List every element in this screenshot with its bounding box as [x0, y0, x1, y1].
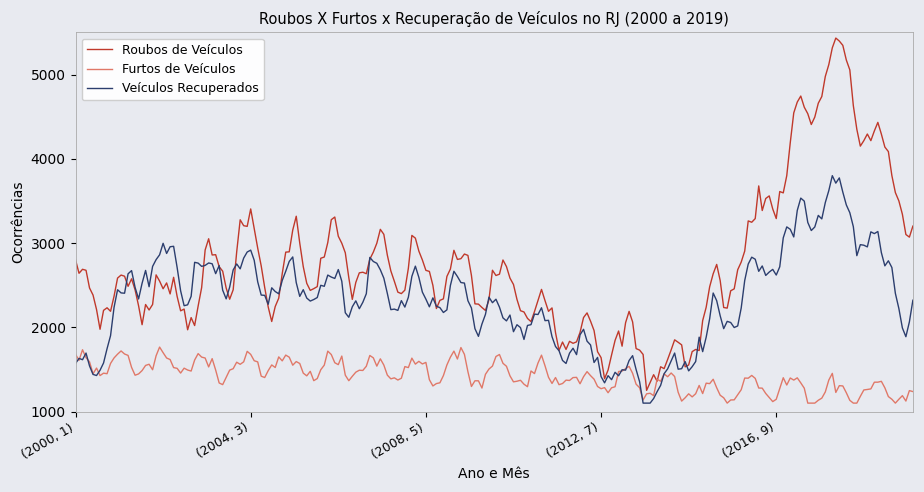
Roubos de Veículos — [354, 270, 365, 276]
X-axis label: Ano e Mês: Ano e Mês — [458, 467, 530, 481]
Roubos de Veículos — [641, 387, 652, 393]
Furtos de Veículos — [154, 344, 165, 350]
Roubos de Veículos — [907, 223, 918, 229]
Roubos de Veículos — [855, 143, 866, 149]
Roubos de Veículos — [624, 308, 635, 314]
Veículos Recuperados — [638, 400, 649, 406]
Furtos de Veículos — [126, 365, 137, 370]
Furtos de Veículos — [358, 368, 369, 373]
Veículos Recuperados — [203, 260, 214, 266]
Furtos de Veículos — [627, 370, 638, 376]
Line: Furtos de Veículos: Furtos de Veículos — [76, 347, 913, 403]
Roubos de Veículos — [203, 236, 214, 242]
Veículos Recuperados — [907, 297, 918, 303]
Furtos de Veículos — [907, 389, 918, 395]
Legend: Roubos de Veículos, Furtos de Veículos, Veículos Recuperados: Roubos de Veículos, Furtos de Veículos, … — [81, 39, 263, 100]
Veículos Recuperados — [70, 361, 81, 367]
Y-axis label: Ocorrências: Ocorrências — [11, 181, 25, 263]
Veículos Recuperados — [827, 173, 838, 179]
Roubos de Veículos — [70, 257, 81, 263]
Roubos de Veículos — [126, 276, 137, 282]
Veículos Recuperados — [354, 306, 365, 312]
Furtos de Veículos — [207, 356, 218, 362]
Line: Veículos Recuperados: Veículos Recuperados — [76, 176, 913, 403]
Furtos de Veículos — [105, 361, 116, 367]
Furtos de Veículos — [855, 394, 866, 400]
Roubos de Veículos — [831, 35, 842, 41]
Furtos de Veículos — [70, 351, 81, 357]
Veículos Recuperados — [855, 242, 866, 247]
Furtos de Veículos — [722, 400, 733, 406]
Line: Roubos de Veículos: Roubos de Veículos — [76, 38, 913, 390]
Roubos de Veículos — [105, 308, 116, 314]
Veículos Recuperados — [126, 268, 137, 274]
Title: Roubos X Furtos x Recuperação de Veículos no RJ (2000 a 2019): Roubos X Furtos x Recuperação de Veículo… — [260, 11, 729, 27]
Veículos Recuperados — [624, 358, 635, 364]
Veículos Recuperados — [105, 333, 116, 338]
